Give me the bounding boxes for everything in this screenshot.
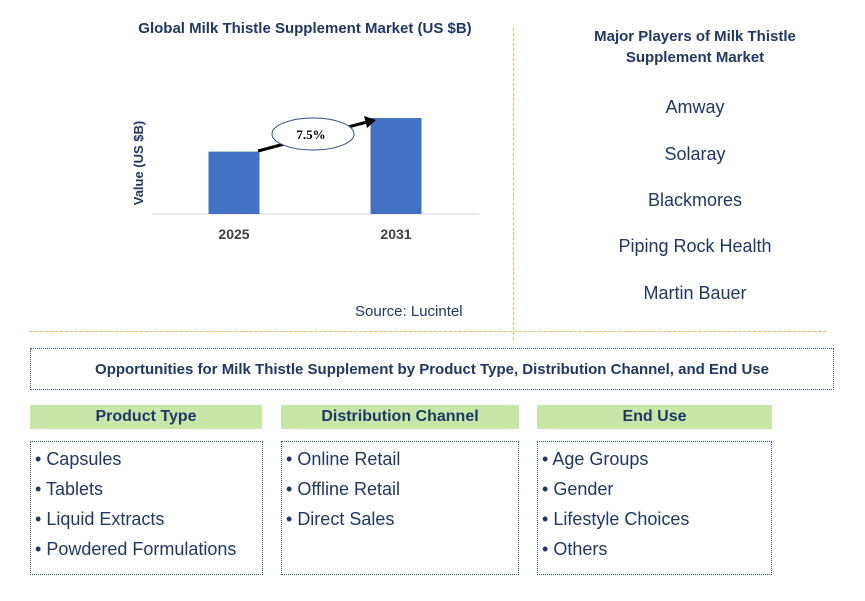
list-item-label: Gender xyxy=(553,479,614,499)
list-item: • Age Groups xyxy=(542,449,649,469)
list-item: • Online Retail xyxy=(286,449,401,469)
product-type-list: • Capsules • Tablets • Liquid Extracts •… xyxy=(30,441,263,575)
opportunities-banner: Opportunities for Milk Thistle Supplemen… xyxy=(30,348,834,390)
x-tick-label: 2031 xyxy=(380,226,411,242)
cagr-arrow-head xyxy=(364,116,376,128)
player-name: Amway xyxy=(665,97,725,117)
product-type-header: Product Type xyxy=(30,405,262,429)
list-item-label: Direct Sales xyxy=(297,509,395,529)
list-item-label: Offline Retail xyxy=(297,479,401,499)
list-item: • Tablets xyxy=(35,479,104,499)
list-item: • Lifestyle Choices xyxy=(542,509,690,529)
horizontal-divider xyxy=(30,331,826,332)
player-name: Blackmores xyxy=(647,190,743,210)
cagr-label: 7.5% xyxy=(296,127,325,142)
bar-chart: Value (US $B) 2025 2031 7.5% xyxy=(131,116,478,242)
chart-title: Global Milk Thistle Supplement Market (U… xyxy=(138,20,472,37)
list-item: • Powdered Formulations xyxy=(35,539,237,559)
list-item: • Liquid Extracts xyxy=(35,509,165,529)
end-use-list: • Age Groups • Gender • Lifestyle Choice… xyxy=(537,441,772,575)
list-item: • Direct Sales xyxy=(286,509,395,529)
list-item-label: Liquid Extracts xyxy=(46,509,165,529)
vertical-divider xyxy=(513,28,514,340)
player-name: Solaray xyxy=(664,144,726,164)
distribution-channel-header: Distribution Channel xyxy=(281,405,519,429)
list-item-label: Powdered Formulations xyxy=(46,539,237,559)
list-item: • Others xyxy=(542,539,608,559)
y-axis-label: Value (US $B) xyxy=(131,121,146,206)
list-item-label: Tablets xyxy=(45,479,104,499)
end-use-header: End Use xyxy=(537,405,772,429)
x-tick-label: 2025 xyxy=(218,226,249,242)
bar-2031 xyxy=(370,118,422,214)
cagr-ellipse xyxy=(271,117,355,151)
distribution-channel-list: • Online Retail • Offline Retail • Direc… xyxy=(281,441,519,575)
list-item-label: Online Retail xyxy=(297,449,401,469)
opportunities-title: Opportunities for Milk Thistle Supplemen… xyxy=(95,360,769,378)
list-item-label: Capsules xyxy=(46,449,122,469)
list-item: • Gender xyxy=(542,479,614,499)
list-item-label: Age Groups xyxy=(552,449,649,469)
list-item-label: Others xyxy=(553,539,608,559)
players-title: Major Players of Milk Thistle Supplement… xyxy=(594,28,796,66)
list-item: • Capsules xyxy=(35,449,122,469)
bar-2025 xyxy=(208,151,260,214)
player-name: Piping Rock Health xyxy=(618,236,772,256)
list-item-label: Lifestyle Choices xyxy=(553,509,690,529)
source-label: Source: Lucintel xyxy=(355,303,463,320)
player-name: Martin Bauer xyxy=(643,283,747,303)
list-item: • Offline Retail xyxy=(286,479,401,499)
